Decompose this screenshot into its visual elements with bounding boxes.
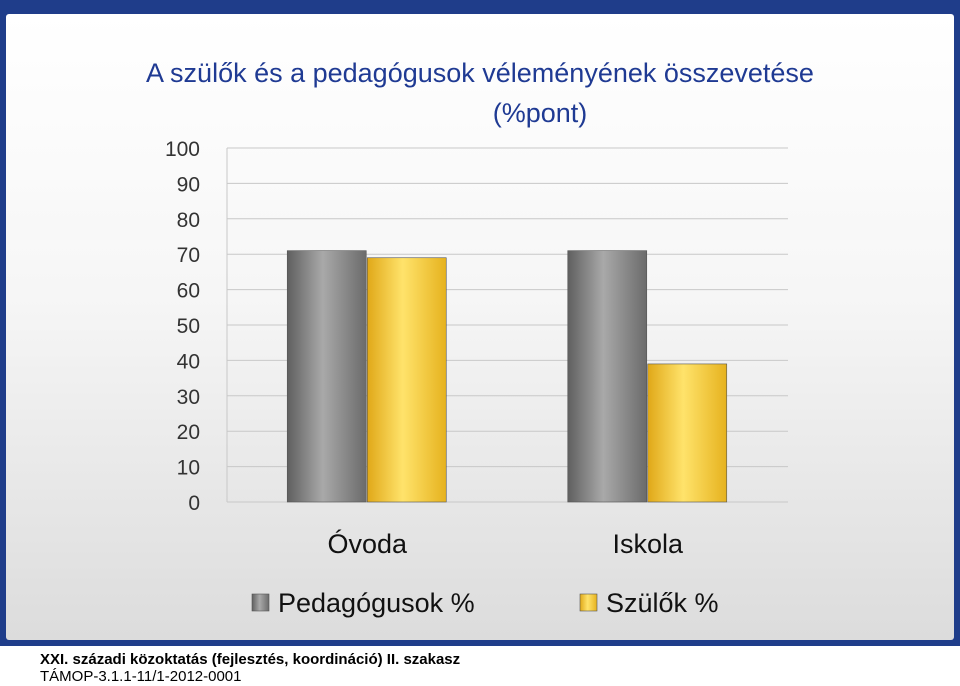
x-category-label: Iskola (612, 529, 684, 559)
y-tick-label: 30 (177, 386, 200, 409)
y-tick-label: 40 (177, 350, 200, 373)
y-tick-label: 10 (177, 457, 200, 480)
y-tick-label: 80 (177, 209, 200, 232)
y-tick-label: 50 (177, 315, 200, 338)
x-category-label: Óvoda (327, 528, 408, 559)
legend-swatch (251, 593, 270, 612)
bar-pedagogusok-0 (286, 250, 367, 503)
chart-subtitle: (%pont) (492, 98, 588, 128)
legend: Pedagógusok % Szülők % (251, 588, 719, 618)
bar-szulok-0 (366, 257, 447, 503)
footer-program-name: XXI. századi közoktatás (fejlesztés, koo… (40, 651, 461, 668)
chart-title: A szülők és a pedagógusok véleményének ö… (146, 58, 814, 88)
slide-panel (6, 14, 954, 640)
y-tick-label: 0 (188, 492, 200, 515)
legend-label: Pedagógusok % (278, 588, 475, 618)
legend-swatch (579, 593, 598, 612)
legend-label: Szülők % (606, 588, 719, 618)
y-tick-label: 60 (177, 280, 200, 303)
footer-project-code: TÁMOP-3.1.1-11/1-2012-0001 (40, 668, 242, 685)
y-tick-label: 70 (177, 244, 200, 267)
bars (286, 250, 728, 503)
bar-chart: 0 10 20 30 40 50 60 70 80 90 100 Óvoda Iskola Pedag… (165, 138, 788, 618)
y-tick-label: 20 (177, 421, 200, 444)
bar-pedagogusok-1 (567, 250, 648, 503)
y-tick-label: 100 (165, 138, 200, 161)
x-axis-labels: Óvoda Iskola (327, 528, 684, 559)
y-tick-label: 90 (177, 173, 200, 196)
bar-szulok-1 (647, 363, 728, 503)
y-axis-ticks: 0 10 20 30 40 50 60 70 80 90 100 (165, 138, 200, 515)
